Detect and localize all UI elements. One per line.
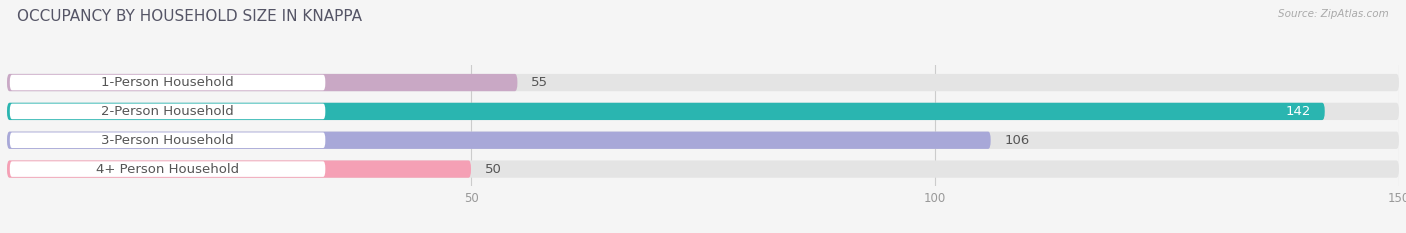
FancyBboxPatch shape xyxy=(10,75,325,90)
FancyBboxPatch shape xyxy=(7,161,1399,178)
FancyBboxPatch shape xyxy=(7,132,1399,149)
FancyBboxPatch shape xyxy=(10,161,325,177)
FancyBboxPatch shape xyxy=(10,104,325,119)
Text: 50: 50 xyxy=(485,163,502,176)
Text: 4+ Person Household: 4+ Person Household xyxy=(96,163,239,176)
Text: OCCUPANCY BY HOUSEHOLD SIZE IN KNAPPA: OCCUPANCY BY HOUSEHOLD SIZE IN KNAPPA xyxy=(17,9,361,24)
Text: 1-Person Household: 1-Person Household xyxy=(101,76,233,89)
FancyBboxPatch shape xyxy=(7,103,1324,120)
Text: 2-Person Household: 2-Person Household xyxy=(101,105,233,118)
FancyBboxPatch shape xyxy=(7,103,1399,120)
FancyBboxPatch shape xyxy=(7,74,1399,91)
FancyBboxPatch shape xyxy=(7,132,991,149)
Text: Source: ZipAtlas.com: Source: ZipAtlas.com xyxy=(1278,9,1389,19)
Text: 106: 106 xyxy=(1004,134,1029,147)
Text: 55: 55 xyxy=(531,76,548,89)
FancyBboxPatch shape xyxy=(7,74,517,91)
FancyBboxPatch shape xyxy=(10,132,325,148)
Text: 142: 142 xyxy=(1285,105,1310,118)
Text: 3-Person Household: 3-Person Household xyxy=(101,134,233,147)
FancyBboxPatch shape xyxy=(7,161,471,178)
